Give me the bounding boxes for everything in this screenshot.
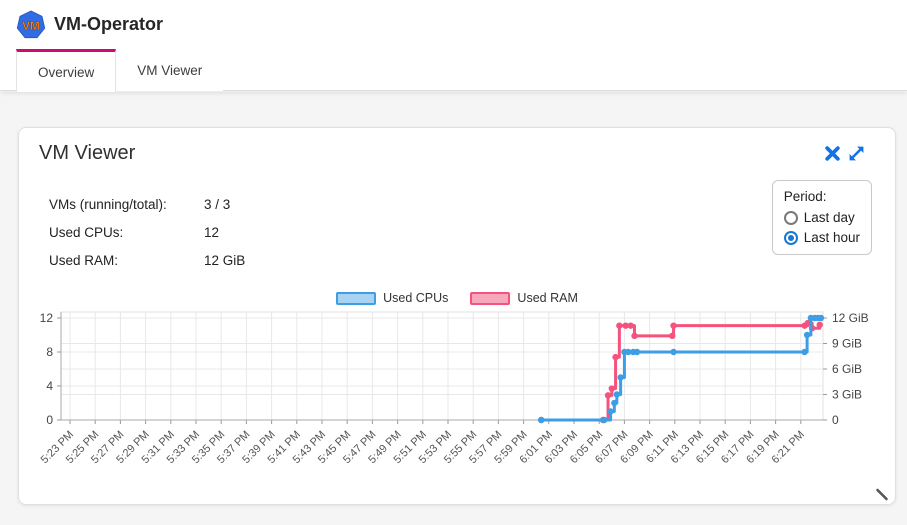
svg-text:12 GiB: 12 GiB xyxy=(832,311,869,325)
chart-legend: Used CPUs Used RAM xyxy=(19,291,895,305)
tab-overview-label: Overview xyxy=(38,64,95,80)
vm-stats: VMs (running/total): 3 / 3 Used CPUs: 12… xyxy=(49,190,245,274)
radio-last-hour-icon[interactable] xyxy=(783,230,798,245)
svg-text:4: 4 xyxy=(46,379,53,393)
period-selector: Period: Last day Last hour xyxy=(771,180,872,255)
tab-overview[interactable]: Overview xyxy=(16,49,117,92)
tab-bar: Overview VM Viewer xyxy=(0,49,907,92)
legend-label-used-cpus: Used CPUs xyxy=(383,291,449,305)
legend-label-used-ram: Used RAM xyxy=(517,291,578,305)
stat-row-cpus: Used CPUs: 12 xyxy=(49,218,245,246)
svg-text:0: 0 xyxy=(832,413,839,427)
card-actions xyxy=(824,145,865,162)
radio-last-day-label: Last day xyxy=(803,210,855,225)
stat-value-vms: 3 / 3 xyxy=(204,196,231,212)
expand-icon[interactable] xyxy=(848,145,865,162)
legend-swatch-used-cpus xyxy=(336,291,377,305)
svg-text:6 GiB: 6 GiB xyxy=(832,362,862,376)
top-bar: VM VM-Operator Overview VM Viewer xyxy=(0,0,907,92)
page-content: VM Viewer VMs (running/total): 3 / 3 Use… xyxy=(0,92,907,525)
usage-line-chart: 5:23 PM5:25 PM5:27 PM5:29 PM5:31 PM5:33 … xyxy=(39,311,869,466)
resize-handle-icon[interactable] xyxy=(874,486,890,502)
close-icon[interactable] xyxy=(824,145,841,162)
svg-text:3 GiB: 3 GiB xyxy=(832,388,862,402)
legend-swatch-used-ram xyxy=(470,291,511,305)
svg-text:8: 8 xyxy=(46,345,53,359)
radio-last-day[interactable]: Last day xyxy=(783,210,860,225)
logo-vm-text: VM xyxy=(22,19,40,32)
vm-operator-logo-icon: VM xyxy=(16,9,46,38)
stat-value-ram: 12 GiB xyxy=(204,252,246,268)
stat-value-cpus: 12 xyxy=(204,224,220,240)
vm-viewer-card: VM Viewer VMs (running/total): 3 / 3 Use… xyxy=(18,127,896,505)
radio-last-day-icon[interactable] xyxy=(783,210,798,225)
svg-text:12: 12 xyxy=(40,311,54,325)
svg-text:0: 0 xyxy=(46,413,53,427)
stat-label-vms: VMs (running/total): xyxy=(49,196,167,212)
radio-last-hour[interactable]: Last hour xyxy=(783,230,860,245)
card-title: VM Viewer xyxy=(39,142,136,164)
legend-item-used-cpus[interactable]: Used CPUs xyxy=(336,291,448,305)
app-header: VM VM-Operator xyxy=(0,0,907,49)
app-title: VM-Operator xyxy=(54,14,164,34)
period-label: Period: xyxy=(783,189,827,204)
stat-label-ram: Used RAM: xyxy=(49,252,119,268)
svg-text:9 GiB: 9 GiB xyxy=(832,337,862,351)
legend-item-used-ram[interactable]: Used RAM xyxy=(470,291,578,305)
tab-vm-viewer-label: VM Viewer xyxy=(137,62,203,78)
stat-row-ram: Used RAM: 12 GiB xyxy=(49,246,245,274)
stat-label-cpus: Used CPUs: xyxy=(49,224,124,240)
tab-vm-viewer[interactable]: VM Viewer xyxy=(116,49,224,91)
stat-row-vms: VMs (running/total): 3 / 3 xyxy=(49,190,245,218)
radio-last-hour-label: Last hour xyxy=(803,230,860,245)
